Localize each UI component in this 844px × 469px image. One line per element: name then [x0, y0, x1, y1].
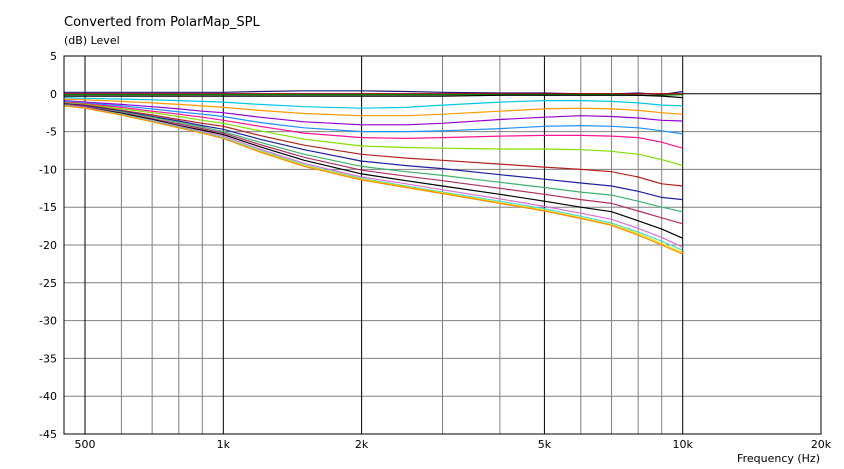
- series-line-5: [63, 97, 683, 109]
- x-tick-label: 10k: [673, 438, 694, 451]
- series-line-7: [63, 100, 683, 126]
- plot-frame: [63, 55, 822, 435]
- y-tick-label: -30: [39, 315, 57, 328]
- y-tick-label: -45: [39, 428, 57, 441]
- y-axis-label: (dB) Level: [64, 34, 120, 47]
- series-line-10: [63, 102, 683, 167]
- series-line-8: [63, 100, 683, 135]
- series-line-14: [63, 103, 683, 225]
- chart-title: Converted from PolarMap_SPL: [64, 15, 260, 30]
- series-lines: [63, 90, 683, 255]
- series-line-17: [63, 104, 683, 251]
- series-line-6: [63, 98, 683, 117]
- x-tick-label: 20k: [811, 438, 832, 451]
- series-line-3: [64, 93, 683, 96]
- x-tick-label: 500: [75, 438, 96, 451]
- x-tick-label: 2k: [355, 438, 369, 451]
- y-tick-label: -35: [39, 352, 57, 365]
- x-axis-label: Frequency (Hz): [737, 452, 820, 465]
- series-line-12: [63, 103, 683, 201]
- series-line-16: [63, 104, 683, 248]
- y-tick-label: -5: [46, 126, 57, 139]
- series-line-11: [63, 103, 683, 187]
- y-tick-label: -40: [39, 390, 57, 403]
- y-tick-label: -25: [39, 277, 57, 290]
- series-line-9: [63, 101, 683, 149]
- series-line-4: [64, 94, 683, 99]
- series-line-19: [63, 105, 683, 255]
- y-tick-labels: 5 0 -5 -10 -15 -20 -25 -30 -35 -40 -45: [39, 50, 57, 441]
- x-tick-labels: 500 1k 2k 5k 10k 20k: [75, 438, 832, 451]
- series-line-15: [63, 104, 683, 239]
- x-tick-label: 1k: [217, 438, 231, 451]
- y-tick-label: -15: [39, 201, 57, 214]
- y-tick-label: -10: [39, 163, 57, 176]
- series-line-13: [63, 103, 683, 213]
- x-tick-label: 5k: [538, 438, 552, 451]
- y-tick-label: -20: [39, 239, 57, 252]
- y-tick-label: 5: [50, 50, 57, 63]
- y-tick-label: 0: [50, 88, 57, 101]
